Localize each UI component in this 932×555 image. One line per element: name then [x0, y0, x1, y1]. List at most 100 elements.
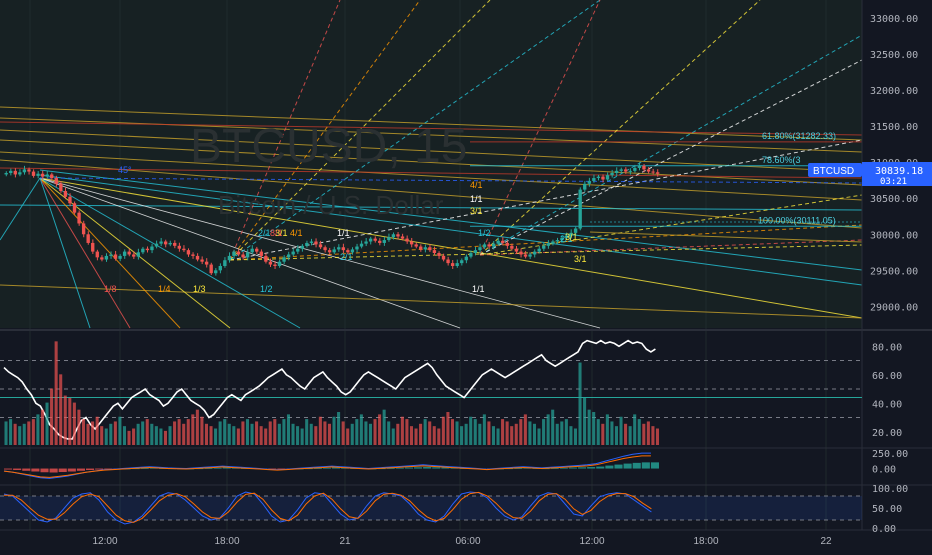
- candle[interactable]: [469, 250, 473, 259]
- candle[interactable]: [596, 174, 601, 181]
- candle[interactable]: [446, 256, 450, 266]
- drawing-trendline[interactable]: [0, 151, 863, 201]
- candle[interactable]: [291, 248, 295, 257]
- candle[interactable]: [605, 172, 610, 182]
- candle[interactable]: [163, 239, 168, 248]
- candle[interactable]: [245, 249, 250, 261]
- candle[interactable]: [610, 169, 614, 178]
- candle[interactable]: [141, 246, 145, 255]
- candle[interactable]: [551, 239, 555, 246]
- rsi-line[interactable]: [3, 339, 656, 440]
- candle[interactable]: [309, 238, 314, 246]
- candle[interactable]: [95, 249, 99, 261]
- candle[interactable]: [601, 174, 605, 183]
- drawing-trendline[interactable]: [229, 244, 863, 261]
- candle[interactable]: [45, 170, 49, 179]
- candle[interactable]: [150, 243, 154, 254]
- candle[interactable]: [487, 242, 491, 249]
- drawing-trendline[interactable]: [0, 106, 863, 141]
- drawing-trendline[interactable]: [479, 239, 863, 256]
- candle[interactable]: [91, 239, 95, 254]
- drawing-trendline[interactable]: [229, 0, 421, 261]
- candle[interactable]: [473, 247, 478, 256]
- candle[interactable]: [159, 237, 163, 247]
- candle[interactable]: [104, 253, 109, 262]
- price-pane[interactable]: [0, 0, 862, 328]
- drawing-trendline[interactable]: [479, 59, 863, 256]
- drawing-trendline[interactable]: [0, 129, 863, 173]
- candle[interactable]: [109, 251, 113, 259]
- candle[interactable]: [50, 172, 54, 181]
- drawing-trendline[interactable]: [479, 34, 863, 256]
- candle[interactable]: [537, 246, 541, 254]
- candle[interactable]: [637, 162, 642, 171]
- drawing-trendline[interactable]: [589, 231, 863, 243]
- candle[interactable]: [236, 249, 241, 257]
- candle[interactable]: [423, 244, 427, 253]
- candle[interactable]: [255, 246, 259, 254]
- candle[interactable]: [428, 244, 432, 252]
- candle[interactable]: [100, 255, 104, 262]
- candle[interactable]: [63, 187, 68, 200]
- candle[interactable]: [113, 250, 118, 261]
- candle[interactable]: [86, 231, 90, 245]
- candle[interactable]: [282, 255, 286, 265]
- candle[interactable]: [277, 259, 282, 268]
- candle[interactable]: [396, 232, 400, 240]
- candle[interactable]: [332, 246, 336, 255]
- candle[interactable]: [405, 235, 409, 244]
- drawing-trendline[interactable]: [0, 167, 863, 179]
- candle[interactable]: [432, 246, 437, 256]
- candle[interactable]: [81, 220, 86, 238]
- drawing-trendline[interactable]: [0, 139, 863, 186]
- candle[interactable]: [18, 169, 22, 177]
- candle[interactable]: [419, 244, 423, 252]
- candle[interactable]: [587, 177, 591, 187]
- candle[interactable]: [127, 248, 131, 257]
- candle[interactable]: [441, 253, 446, 262]
- candle[interactable]: [214, 268, 218, 276]
- candle[interactable]: [72, 201, 77, 215]
- candle[interactable]: [373, 236, 377, 243]
- candle[interactable]: [337, 244, 341, 252]
- candle[interactable]: [250, 245, 254, 255]
- drawing-trendline[interactable]: [0, 177, 41, 241]
- candle[interactable]: [491, 240, 496, 250]
- candle[interactable]: [296, 245, 300, 254]
- candle[interactable]: [168, 240, 172, 247]
- candle[interactable]: [455, 259, 459, 268]
- candle[interactable]: [259, 249, 263, 259]
- drawing-trendline[interactable]: [479, 0, 761, 256]
- drawing-trendline[interactable]: [39, 174, 863, 286]
- candle[interactable]: [460, 258, 464, 266]
- candle[interactable]: [145, 246, 150, 253]
- candle[interactable]: [619, 167, 623, 173]
- macd-signal-line[interactable]: [3, 455, 651, 478]
- candle[interactable]: [655, 169, 660, 177]
- candle[interactable]: [286, 251, 291, 261]
- candle[interactable]: [182, 245, 186, 252]
- candle[interactable]: [323, 245, 327, 253]
- candle[interactable]: [560, 235, 564, 244]
- drawing-trendline[interactable]: [229, 0, 491, 261]
- candle[interactable]: [132, 251, 136, 260]
- candle[interactable]: [314, 238, 318, 248]
- candle[interactable]: [177, 242, 181, 252]
- drawing-trendline[interactable]: [229, 0, 601, 261]
- candle[interactable]: [341, 243, 345, 254]
- candle[interactable]: [387, 233, 391, 242]
- candle[interactable]: [482, 242, 487, 250]
- candle[interactable]: [514, 246, 519, 254]
- candle[interactable]: [154, 240, 159, 249]
- candle[interactable]: [195, 253, 200, 262]
- candle[interactable]: [191, 252, 195, 259]
- drawing-trendline[interactable]: [229, 224, 863, 261]
- candle[interactable]: [68, 193, 72, 207]
- candle[interactable]: [583, 181, 587, 192]
- candle[interactable]: [136, 248, 140, 260]
- candle[interactable]: [118, 254, 122, 262]
- candle[interactable]: [523, 250, 528, 259]
- candle[interactable]: [173, 240, 177, 249]
- candle[interactable]: [264, 253, 268, 264]
